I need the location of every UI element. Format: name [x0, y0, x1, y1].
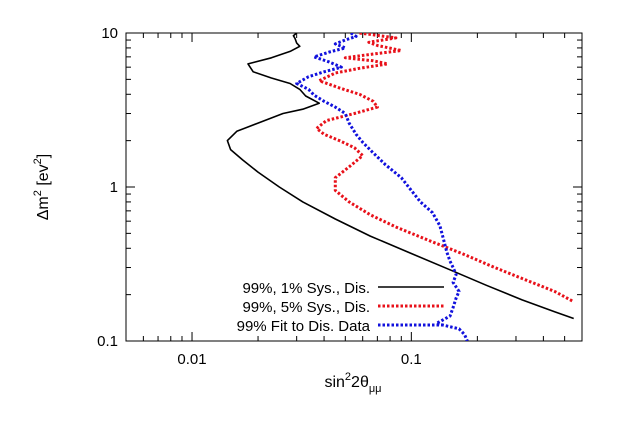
- y-title-base: Δm: [35, 196, 52, 220]
- y-title-end: ]: [35, 154, 52, 158]
- y-tick-label-1: 1: [110, 179, 118, 196]
- x-axis-title: sin22θμμ: [324, 371, 381, 395]
- x-tick-label-0: 0.01: [177, 351, 206, 368]
- x-tick-label-1: 0.1: [401, 351, 422, 368]
- series-line-0: [226, 33, 574, 320]
- tick-labels: 0.01 0.1 0.1 1 10: [97, 25, 422, 368]
- y-title-sup2: 2: [32, 158, 44, 164]
- x-title-mid: 2θ: [351, 374, 369, 391]
- x-title-base: sin: [324, 374, 344, 391]
- y-title-mid: [ev: [35, 164, 52, 190]
- y-axis-title: Δm2 [ev2]: [32, 154, 52, 221]
- y-tick-label-0: 0.1: [97, 333, 118, 350]
- x-title-sup: 2: [345, 371, 351, 383]
- series-line-1: [315, 33, 575, 304]
- y-tick-label-2: 10: [101, 25, 118, 42]
- series-line-2: [295, 33, 469, 341]
- series-layer: [226, 33, 575, 341]
- legend: 99%, 1% Sys., Dis. 99%, 5% Sys., Dis. 99…: [237, 280, 444, 335]
- x-title-sub: μμ: [369, 383, 382, 395]
- y-title-sup1: 2: [32, 190, 44, 196]
- legend-label-0: 99%, 1% Sys., Dis.: [242, 280, 370, 297]
- legend-label-2: 99% Fit to Dis. Data: [237, 318, 371, 335]
- axis-ticks: [126, 32, 582, 342]
- legend-label-1: 99%, 5% Sys., Dis.: [242, 299, 370, 316]
